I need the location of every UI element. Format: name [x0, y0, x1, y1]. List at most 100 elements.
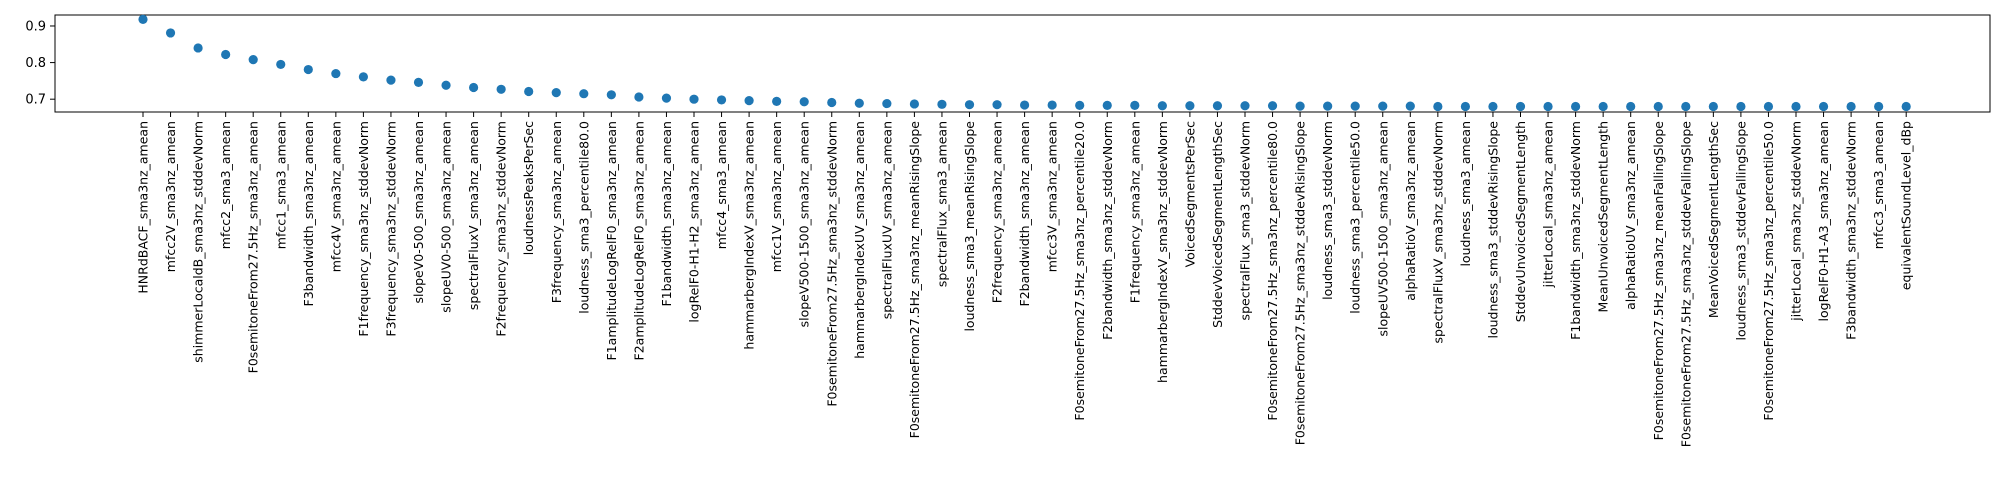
- x-tick-label: F3bandwidth_sma3nz_stddevNorm: [1844, 121, 1859, 340]
- data-point: [634, 92, 644, 102]
- data-point: [524, 86, 534, 97]
- x-tick-label: F0semitoneFrom27.5Hz_sma3nz_stddevRising…: [1293, 121, 1308, 446]
- data-point: [909, 99, 920, 109]
- data-point: [744, 96, 754, 106]
- data-point: [1378, 101, 1388, 111]
- data-point: [1736, 101, 1746, 112]
- x-tick-label: F0semitoneFrom27.5Hz_sma3nz_percentile50…: [1761, 121, 1776, 421]
- data-point: [1185, 101, 1195, 111]
- data-point: [1433, 101, 1443, 112]
- x-tick-label: hammarbergIndexUV_sma3nz_amean: [852, 121, 867, 359]
- x-tick-label: logRelF0-H1-H2_sma3nz_amean: [687, 121, 702, 323]
- x-tick-label: F0semitoneFrom27.5Hz_sma3nz_meanRisingSl…: [907, 121, 922, 439]
- data-point: [992, 100, 1002, 110]
- x-tick-label: F0semitoneFrom27.5Hz_sma3nz_percentile80…: [1265, 121, 1280, 421]
- y-axis: 0.7 0.8 0.9: [25, 19, 55, 108]
- data-point: [1047, 100, 1057, 110]
- x-tick-label: loudness_sma3_meanRisingSlope: [962, 121, 977, 332]
- data-point: [248, 55, 258, 65]
- x-tick-label: mfcc1_sma3_amean: [273, 121, 288, 249]
- data-point: [937, 99, 947, 109]
- data-point: [579, 89, 589, 99]
- x-tick-label: F1bandwidth_sma3nz_amean: [659, 121, 674, 306]
- data-point: [1708, 101, 1718, 112]
- x-tick-label: loudness_sma3_stddevFallingSlope: [1733, 121, 1748, 341]
- data-point: [1130, 100, 1140, 111]
- data-point: [551, 88, 561, 98]
- data-point: [386, 75, 396, 85]
- x-tick-label: VoicedSegmentsPerSec: [1182, 121, 1197, 268]
- x-tick-label: F0semitoneFrom27.5Hz_sma3nz_amean: [246, 121, 261, 373]
- x-tick-label: loudness_sma3_stddevRisingSlope: [1485, 121, 1500, 339]
- data-point: [469, 82, 479, 93]
- data-point: [772, 96, 782, 106]
- x-tick-label: spectralFluxUV_sma3nz_amean: [879, 121, 894, 319]
- x-tick-label: mfcc2_sma3_amean: [218, 121, 233, 249]
- data-point: [799, 97, 809, 107]
- x-tick-label: spectralFluxV_sma3nz_amean: [466, 121, 481, 310]
- data-point: [854, 98, 864, 108]
- data-point: [1571, 101, 1581, 112]
- plot-frame: [54, 14, 1991, 113]
- data-point: [716, 95, 727, 105]
- data-point: [221, 49, 231, 60]
- x-tick-label: mfcc2V_sma3nz_amean: [163, 121, 178, 272]
- x-tick-label: F2amplitudeLogRelF0_sma3nz_amean: [631, 121, 646, 360]
- x-tick-label: alphaRatioUV_sma3nz_amean: [1623, 121, 1638, 310]
- x-tick-label: loudnessPeaksPerSec: [521, 121, 536, 255]
- x-tick-label: jitterLocal_sma3nz_stddevNorm: [1789, 121, 1804, 322]
- data-point: [1626, 101, 1636, 112]
- x-tick-label: hammarbergIndexV_sma3nz_stddevNorm: [1155, 121, 1170, 383]
- x-tick-label: F2bandwidth_sma3nz_stddevNorm: [1100, 121, 1115, 340]
- data-point: [1267, 101, 1278, 111]
- x-tick-label: loudness_sma3_percentile50.0: [1348, 121, 1363, 314]
- data-point: [138, 14, 148, 24]
- data-point: [1405, 101, 1415, 111]
- x-tick-label: F3bandwidth_sma3nz_amean: [301, 121, 316, 306]
- data-point: [193, 43, 203, 53]
- x-axis: HNRdBACF_sma3nz_amean mfcc2V_sma3nz_amean…: [136, 112, 1914, 447]
- data-point: [441, 80, 451, 90]
- x-tick-label: F0semitoneFrom27.5Hz_sma3nz_meanFallingS…: [1651, 121, 1666, 441]
- x-tick-label: F0semitoneFrom27.5Hz_sma3nz_stddevNorm: [824, 121, 839, 407]
- data-point: [689, 94, 699, 104]
- data-point: [1460, 101, 1470, 112]
- x-tick-label: F1amplitudeLogRelF0_sma3nz_amean: [604, 121, 619, 360]
- plot-area: [54, 14, 1991, 113]
- x-tick-label: loudness_sma3_amean: [1458, 121, 1473, 267]
- x-tick-label: mfcc1V_sma3nz_amean: [769, 121, 784, 272]
- data-point: [1681, 101, 1691, 112]
- data-point: [1874, 101, 1884, 112]
- data-point: [1763, 101, 1774, 112]
- x-tick-label: spectralFlux_sma3_amean: [934, 121, 949, 287]
- data-point: [1157, 101, 1167, 111]
- x-tick-label: alphaRatioV_sma3nz_amean: [1403, 121, 1418, 301]
- x-tick-label: F2frequency_sma3nz_stddevNorm: [494, 121, 509, 337]
- x-tick-label: mfcc3V_sma3nz_amean: [1045, 121, 1060, 272]
- data-point: [1818, 101, 1829, 112]
- x-tick-label: loudness_sma3_percentile80.0: [576, 121, 591, 314]
- x-tick-label: loudness_sma3_stddevNorm: [1320, 121, 1335, 300]
- x-tick-label: mfcc4V_sma3nz_amean: [328, 121, 343, 272]
- x-tick-label: F0semitoneFrom27.5Hz_sma3nz_stddevFallin…: [1678, 121, 1693, 448]
- data-point: [1102, 100, 1112, 111]
- data-point: [1598, 101, 1608, 112]
- x-tick-label: slopeV0-500_sma3nz_amean: [411, 121, 426, 304]
- data-point: [827, 97, 837, 108]
- data-point: [358, 72, 368, 82]
- x-tick-label: F0semitoneFrom27.5Hz_sma3nz_percentile20…: [1072, 121, 1087, 421]
- x-tick-label: F2bandwidth_sma3nz_amean: [1017, 121, 1032, 306]
- y-tick-label: 0.8: [25, 56, 46, 71]
- x-tick-label: spectralFlux_sma3_stddevNorm: [1238, 121, 1253, 320]
- x-tick-label: slopeUV0-500_sma3nz_amean: [439, 121, 454, 313]
- data-point: [1653, 101, 1663, 112]
- data-point: [1543, 101, 1553, 112]
- data-point: [606, 90, 616, 100]
- x-tick-label: HNRdBACF_sma3nz_amean: [136, 121, 151, 294]
- x-tick-label: mfcc3_sma3_amean: [1871, 121, 1886, 249]
- data-point: [1791, 101, 1801, 112]
- data-point: [964, 100, 975, 110]
- data-point: [1350, 101, 1360, 111]
